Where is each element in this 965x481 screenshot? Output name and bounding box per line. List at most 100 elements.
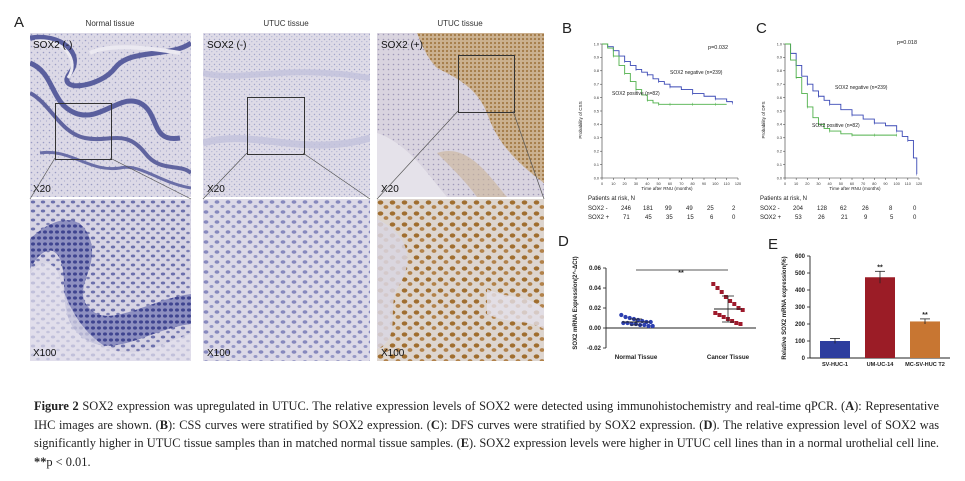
y-tick-label: 500 — [795, 271, 806, 277]
ihc-utuc-neg-mag-low: X20 — [207, 184, 225, 195]
data-point — [627, 315, 632, 321]
chart-p-value: p=0.018 — [897, 40, 917, 46]
chart-x-label: Time after RNU (months) — [641, 186, 693, 191]
ihc-normal-label: SOX2 (-) — [33, 40, 73, 51]
y-tick-label: 200 — [795, 322, 806, 328]
risk-cell: 6 — [710, 215, 714, 221]
ihc-utuc-neg-high-mag: X100 — [203, 199, 370, 361]
risk-cell: 71 — [623, 215, 630, 221]
data-point — [636, 317, 641, 323]
risk-row-label: SOX2 + — [588, 215, 610, 221]
significance-stars: ** — [877, 264, 883, 271]
ihc-normal-high-image — [30, 199, 191, 361]
risk-row-negative: SOX2 - 246 181 99 49 25 2 — [588, 206, 748, 215]
dfs-km-chart: 0 10 20 30 40 50 60 70 80 90 100 110 120 0.0 0.1 0.2 0.3… — [761, 40, 922, 191]
panel-a-col3-title: UTUC tissue — [437, 19, 483, 28]
zoom-region-box — [458, 55, 515, 113]
legend-sox2-positive: SOX2 positive (n=82) — [812, 123, 860, 129]
x-tick-label: MC-SV-HUC T2 — [905, 362, 945, 368]
caption-ref-d: D — [703, 417, 713, 432]
ihc-utuc-pos-mag-low: X20 — [381, 184, 399, 195]
y-tick-label: 400 — [795, 288, 806, 294]
legend-sox2-negative: SOX2 negative (n=239) — [670, 70, 723, 76]
data-point — [629, 321, 634, 327]
data-point — [711, 282, 716, 286]
x-tick-label: 60 — [850, 182, 854, 186]
x-tick-label: 70 — [861, 182, 865, 186]
data-point — [642, 322, 647, 328]
risk-cell: 62 — [840, 206, 847, 212]
y-tick-label: 300 — [795, 305, 806, 311]
x-tick-label: 60 — [668, 182, 672, 186]
y-tick-label: 0.8 — [777, 69, 782, 73]
x-tick-label: 120 — [916, 182, 922, 186]
x-tick-label: 50 — [657, 182, 661, 186]
y-tick-label: 0 — [802, 356, 806, 362]
risk-cell: 53 — [795, 215, 802, 221]
data-point — [650, 323, 655, 329]
risk-cell: 181 — [643, 206, 654, 212]
y-tick-label: 1.0 — [777, 42, 782, 46]
km-curve-negative — [785, 43, 918, 174]
y-tick-label: 0.1 — [594, 163, 599, 167]
y-tick-label: 0.04 — [589, 285, 602, 292]
y-tick-label: 0.9 — [594, 56, 599, 60]
y-tick-label: 0.2 — [594, 150, 599, 154]
bar-mc-sv-huc-t2 — [910, 321, 940, 358]
y-tick-label: 600 — [795, 254, 806, 260]
data-point — [619, 312, 624, 318]
y-tick-label: 0.1 — [777, 163, 782, 167]
risk-table-b: Patients at risk, N SOX2 - 246 181 99 49… — [588, 196, 748, 224]
caption-text: p < 0.01. — [46, 454, 91, 469]
y-tick-label: 0.3 — [777, 136, 782, 140]
ihc-utuc-neg-mag-high: X100 — [207, 348, 231, 359]
risk-row-negative: SOX2 - 204 128 62 26 8 0 — [760, 206, 930, 215]
y-tick-label: 0.06 — [589, 265, 602, 272]
data-point — [646, 323, 651, 329]
y-tick-label: 0.6 — [777, 96, 782, 100]
y-tick-label: 0.2 — [777, 150, 782, 154]
ihc-normal-mag-high: X100 — [33, 348, 57, 359]
x-tick-label: 90 — [883, 182, 887, 186]
ihc-utuc-pos-high-image — [377, 199, 544, 361]
legend-sox2-positive: SOX2 positive (n=82) — [612, 91, 660, 97]
bar-um-uc-14 — [865, 277, 895, 358]
ihc-utuc-neg-high-image — [203, 199, 370, 361]
y-tick-label: 0.4 — [777, 123, 782, 127]
caption-ref-c: C — [430, 417, 440, 432]
chart-p-value: p=0.032 — [708, 45, 728, 51]
y-tick-label: 0.0 — [777, 176, 782, 180]
data-point — [640, 318, 645, 324]
x-tick-label: 100 — [893, 182, 899, 186]
caption-text: ): DFS curves were stratified by SOX2 ex… — [439, 417, 704, 432]
panel-b-letter: B — [562, 20, 573, 37]
chart-y-label: Probability of CSS — [578, 101, 583, 138]
risk-row-label: SOX2 + — [760, 215, 782, 221]
data-point — [721, 315, 726, 319]
y-tick-label: 100 — [795, 339, 806, 345]
risk-cell: 128 — [817, 206, 828, 212]
risk-cell: 45 — [645, 215, 652, 221]
x-tick-label: 0 — [601, 182, 603, 186]
bar-sv-huc-1 — [820, 341, 850, 358]
x-tick-label: 110 — [724, 182, 730, 186]
data-point — [719, 290, 724, 294]
x-tick-label: 40 — [645, 182, 649, 186]
y-tick-label: 0.4 — [594, 123, 599, 127]
risk-cell: 25 — [707, 206, 714, 212]
ihc-utuc-pos-low-mag: SOX2 (+) X20 — [377, 33, 544, 197]
x-tick-label: 0 — [784, 182, 786, 186]
x-tick-label: 20 — [805, 182, 809, 186]
data-point — [717, 313, 722, 317]
panel-e-letter: E — [768, 236, 779, 253]
risk-cell: 21 — [841, 215, 848, 221]
risk-cell: 49 — [686, 206, 693, 212]
risk-cell: 0 — [732, 215, 736, 221]
data-point — [732, 302, 737, 306]
panel-a-col2-title: UTUC tissue — [263, 19, 309, 28]
risk-cell: 0 — [913, 206, 917, 212]
km-curve-positive — [602, 43, 727, 105]
ihc-normal-high-mag: X100 — [30, 199, 191, 361]
legend-sox2-negative: SOX2 negative (n=239) — [835, 85, 888, 91]
x-tick-label: 50 — [839, 182, 843, 186]
